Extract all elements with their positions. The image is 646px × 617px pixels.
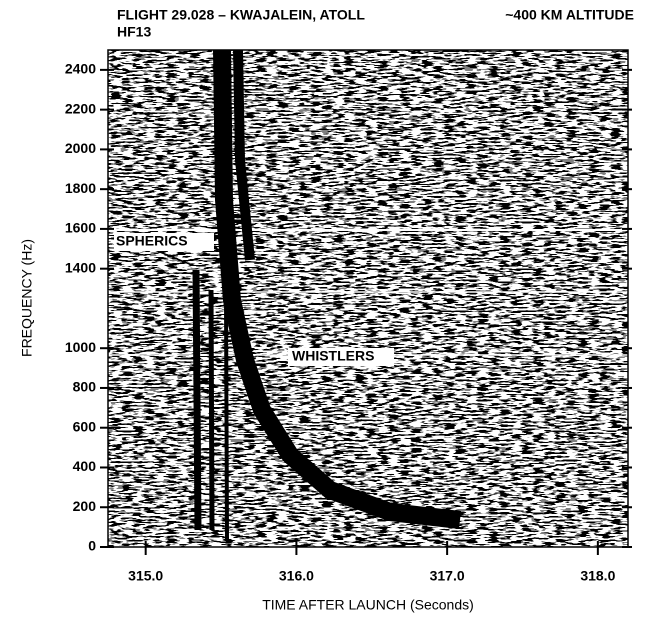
y-tick-label: 1800 [65, 180, 96, 196]
y-tick-label: 2000 [65, 140, 96, 156]
chart-title: FLIGHT 29.028 – KWAJALEIN, ATOLL [117, 7, 365, 23]
y-axis-title: FREQUENCY (Hz) [19, 239, 35, 357]
y-tick-label: 1000 [65, 339, 96, 355]
altitude-label: ~400 KM ALTITUDE [505, 7, 634, 23]
chart-subtitle: HF13 [117, 24, 151, 40]
x-tick-label: 318.0 [580, 568, 615, 584]
y-tick-label: 600 [73, 418, 97, 434]
y-tick-label: 200 [73, 498, 97, 514]
y-tick-label: 1600 [65, 220, 96, 236]
y-tick-label: 1400 [65, 259, 96, 275]
y-tick-label: 800 [73, 379, 97, 395]
x-tick-label: 317.0 [430, 568, 465, 584]
x-axis-title: TIME AFTER LAUNCH (Seconds) [262, 597, 474, 613]
annotation: SPHERICS [116, 233, 188, 249]
x-tick-label: 315.0 [128, 568, 163, 584]
x-tick-label: 316.0 [279, 568, 314, 584]
y-tick-label: 0 [88, 538, 96, 554]
y-tick-label: 2200 [65, 100, 96, 116]
annotation: WHISTLERS [292, 348, 374, 364]
spectrogram [108, 50, 628, 547]
y-tick-label: 400 [73, 458, 97, 474]
y-tick-label: 2400 [65, 61, 96, 77]
